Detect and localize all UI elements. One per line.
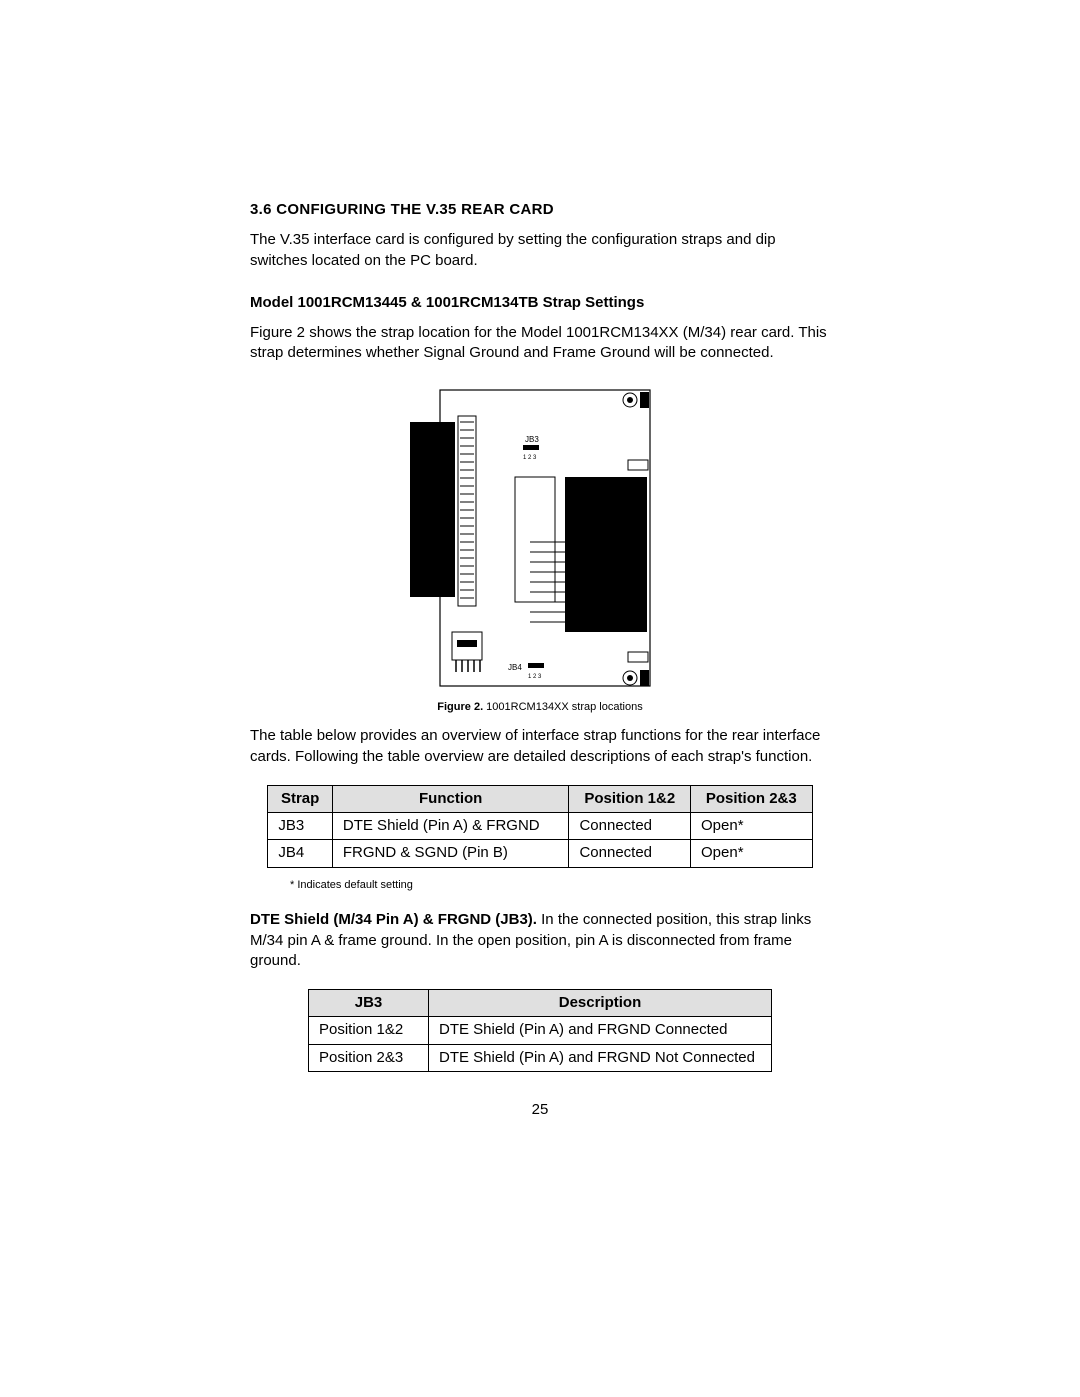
model-subheading: Model 1001RCM13445 & 1001RCM134TB Strap … xyxy=(250,293,830,313)
table-cell: FRGND & SGND (Pin B) xyxy=(332,840,569,867)
detail-paragraph: DTE Shield (M/34 Pin A) & FRGND (JB3). I… xyxy=(250,910,830,971)
table-header-row: Strap Function Position 1&2 Position 2&3 xyxy=(268,785,812,812)
table-row: Position 2&3 DTE Shield (Pin A) and FRGN… xyxy=(309,1044,772,1071)
table-header-row: JB3 Description xyxy=(309,990,772,1017)
jb4-label: JB4 xyxy=(508,663,522,672)
figure-caption: Figure 2. 1001RCM134XX strap locations xyxy=(250,700,830,715)
document-page: 3.6 CONFIGURING THE V.35 REAR CARD The V… xyxy=(0,0,1080,1200)
table-cell: Open* xyxy=(691,840,813,867)
table-cell: Connected xyxy=(569,840,691,867)
table-cell: DTE Shield (Pin A) and FRGND Not Connect… xyxy=(429,1044,772,1071)
model-paragraph: Figure 2 shows the strap location for th… xyxy=(250,323,830,364)
strap-function-table: Strap Function Position 1&2 Position 2&3… xyxy=(267,785,812,868)
table-cell: Connected xyxy=(569,813,691,840)
jb3-pins: 1 2 3 xyxy=(523,455,537,461)
figure-caption-text: 1001RCM134XX strap locations xyxy=(483,701,643,713)
table-cell: DTE Shield (Pin A) & FRGND xyxy=(332,813,569,840)
table-row: JB3 DTE Shield (Pin A) & FRGND Connected… xyxy=(268,813,812,840)
table-cell: Open* xyxy=(691,813,813,840)
table-header: Position 1&2 xyxy=(569,785,691,812)
table-row: JB4 FRGND & SGND (Pin B) Connected Open* xyxy=(268,840,812,867)
jb3-description-table: JB3 Description Position 1&2 DTE Shield … xyxy=(308,989,772,1072)
table-cell: JB3 xyxy=(268,813,332,840)
table-header: Strap xyxy=(268,785,332,812)
table-cell: Position 2&3 xyxy=(309,1044,429,1071)
figure-2-diagram: JB3 1 2 3 xyxy=(410,382,670,692)
table-header: Position 2&3 xyxy=(691,785,813,812)
table-header: Function xyxy=(332,785,569,812)
detail-bold-lead: DTE Shield (M/34 Pin A) & FRGND (JB3). xyxy=(250,911,537,928)
page-number: 25 xyxy=(250,1100,830,1120)
section-heading: 3.6 CONFIGURING THE V.35 REAR CARD xyxy=(250,200,830,220)
jb3-label: JB3 xyxy=(525,435,539,444)
jb4-pins: 1 2 3 xyxy=(528,674,542,680)
table-intro-paragraph: The table below provides an overview of … xyxy=(250,726,830,767)
table-footnote: * Indicates default setting xyxy=(290,878,830,893)
table-cell: DTE Shield (Pin A) and FRGND Connected xyxy=(429,1017,772,1044)
table-row: Position 1&2 DTE Shield (Pin A) and FRGN… xyxy=(309,1017,772,1044)
table-cell: JB4 xyxy=(268,840,332,867)
intro-paragraph: The V.35 interface card is configured by… xyxy=(250,230,830,271)
table-header: JB3 xyxy=(309,990,429,1017)
table-cell: Position 1&2 xyxy=(309,1017,429,1044)
table-header: Description xyxy=(429,990,772,1017)
figure-caption-label: Figure 2. xyxy=(437,701,483,713)
